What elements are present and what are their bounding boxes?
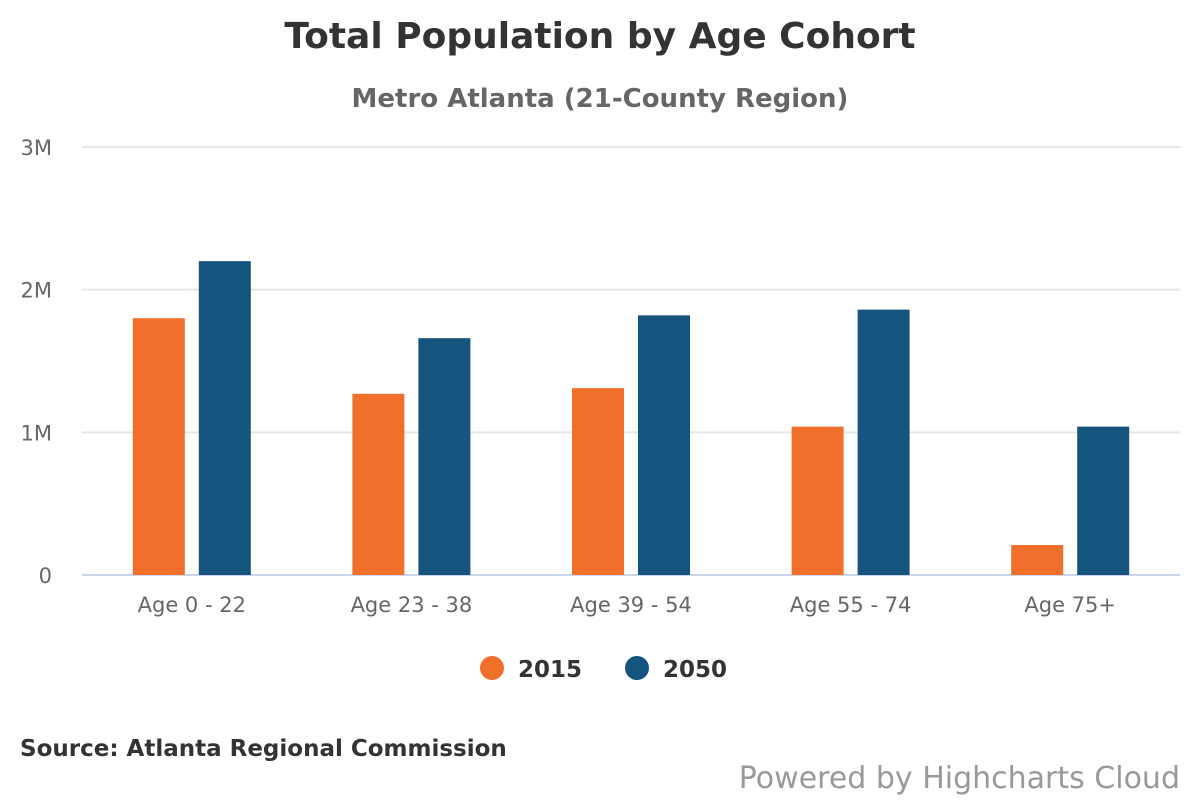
legend[interactable]: 2015 2050 [480,656,727,683]
bar-2050-3[interactable] [638,315,690,575]
bar-2015-3[interactable] [572,388,624,575]
legend-marker [480,656,504,680]
legend-label: 2015 [518,657,582,683]
legend-item-2050[interactable]: 2050 [625,656,727,683]
y-tick-label: 2M [21,279,52,303]
source-note: Source: Atlanta Regional Commission [20,736,507,762]
x-tick-label: Age 75+ [1024,593,1116,617]
chart-subtitle: Metro Atlanta (21-County Region) [352,84,849,114]
bar-2050-2[interactable] [418,338,471,575]
x-tick-label: Age 39 - 54 [570,593,692,617]
plot-area [132,261,1130,575]
y-tick-label: 1M [21,421,52,445]
x-tick-label: Age 0 - 22 [138,593,246,617]
credits-link[interactable]: Powered by Highcharts Cloud [739,761,1180,796]
legend-label: 2050 [663,657,727,683]
legend-item-2015[interactable]: 2015 [480,656,582,683]
bar-2015-5[interactable] [1011,545,1064,575]
chart-title: Total Population by Age Cohort [284,16,915,57]
bar-2015-4[interactable] [791,426,844,575]
x-axis-ticks: Age 0 - 22 Age 23 - 38 Age 39 - 54 Age 55 -… [138,593,1116,617]
gridlines [82,146,1180,576]
bar-2015-2[interactable] [352,393,405,575]
bar-2050-4[interactable] [857,309,910,575]
bar-2015-1[interactable] [132,318,185,575]
legend-marker [625,656,649,680]
bar-2050-5[interactable] [1077,426,1130,575]
y-tick-label: 0 [39,564,52,588]
x-tick-label: Age 23 - 38 [351,593,473,617]
bar-2050-1[interactable] [198,261,251,575]
y-axis-ticks: 0 1M 2M 3M [21,136,52,588]
x-tick-label: Age 55 - 74 [790,593,912,617]
y-tick-label: 3M [21,136,52,160]
